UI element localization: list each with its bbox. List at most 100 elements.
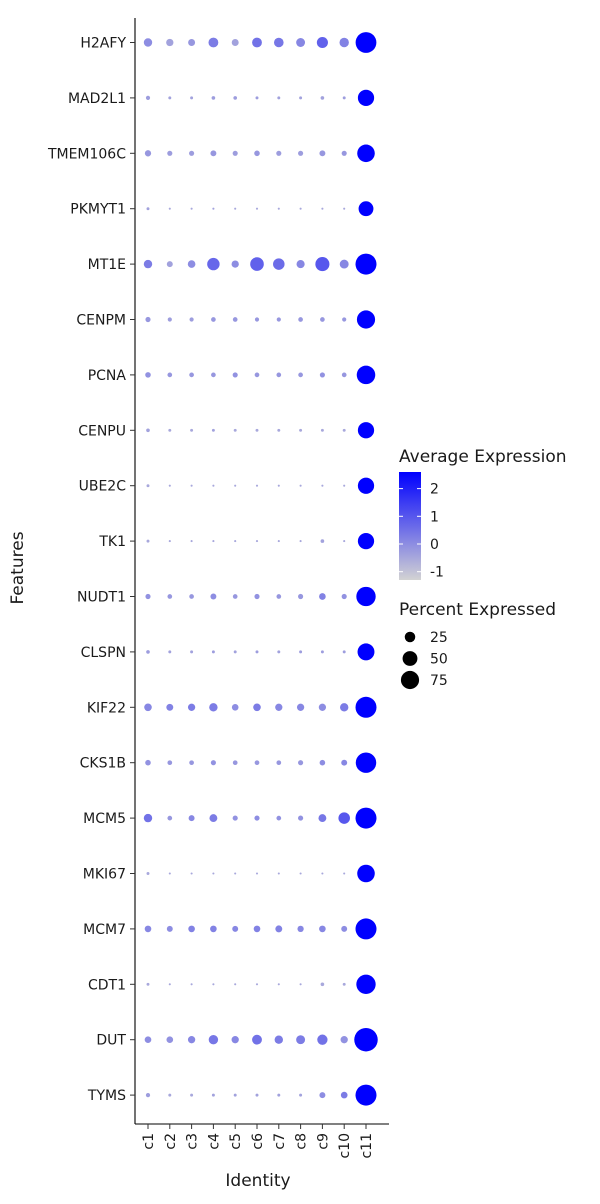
expression-dot (145, 759, 151, 766)
expression-dot (187, 1036, 196, 1044)
y-tick-label: MCM5 (83, 811, 126, 827)
expression-dot (341, 759, 348, 766)
expression-dot (231, 703, 239, 711)
expression-dot (358, 201, 374, 217)
expression-dot (255, 872, 259, 875)
expression-dot (233, 1093, 237, 1097)
size-legend-label: 25 (430, 630, 448, 646)
expression-dot (316, 36, 328, 49)
expression-dot (254, 317, 260, 322)
expression-dot (320, 317, 325, 322)
size-legend-dot (402, 651, 418, 666)
size-legend-label: 50 (430, 652, 448, 668)
expression-dot (276, 150, 282, 156)
x-tick-label: c7 (272, 1133, 288, 1150)
expression-dot (145, 1093, 151, 1098)
expression-dot (339, 259, 349, 269)
expression-dot (255, 650, 259, 654)
expression-dot (254, 760, 260, 766)
expression-dot (355, 1084, 377, 1106)
expression-dot (299, 1093, 303, 1097)
expression-dot (298, 150, 304, 156)
expression-dot (233, 96, 238, 100)
expression-dot (343, 484, 346, 487)
expression-dot (254, 815, 260, 821)
expression-dot (167, 594, 173, 599)
expression-dot (255, 207, 259, 210)
expression-dot (357, 864, 375, 883)
expression-dot (255, 428, 259, 432)
expression-dot (168, 428, 172, 432)
expression-dot (144, 703, 152, 712)
expression-dot (299, 983, 302, 986)
expression-dot (211, 96, 216, 100)
expression-dot (167, 150, 173, 156)
y-tick-label: PKMYT1 (70, 202, 126, 218)
expression-dot (146, 484, 150, 488)
x-tick-label: c9 (315, 1133, 331, 1150)
expression-dot (341, 372, 347, 378)
expression-dot (189, 150, 195, 156)
expression-dot (298, 317, 303, 322)
expression-dot (357, 643, 375, 661)
expression-dot (146, 428, 150, 433)
expression-dot (277, 484, 280, 487)
y-tick-label: CLSPN (81, 645, 126, 661)
expression-dot (341, 593, 347, 600)
color-legend-tick-label: 0 (430, 537, 439, 553)
expression-dot (299, 428, 303, 432)
expression-dot (319, 593, 326, 600)
expression-dot (212, 207, 215, 210)
expression-dot (143, 259, 153, 269)
y-tick-label: MKI67 (83, 867, 126, 883)
color-legend-title: Average Expression (399, 447, 567, 467)
expression-dot (190, 96, 194, 100)
expression-dot (254, 150, 260, 157)
expression-dot (212, 983, 215, 986)
expression-dot (231, 1036, 239, 1044)
expression-dot (252, 1034, 262, 1045)
x-tick-label: c1 (141, 1133, 157, 1150)
expression-dot (168, 872, 171, 875)
legend-group: Average Expression 2 1 0 -1 Percent Express… (399, 447, 567, 690)
color-legend-bar (399, 472, 421, 580)
expression-dot (166, 261, 173, 268)
expression-dot (315, 257, 330, 272)
expression-dot (298, 372, 303, 378)
x-tick-label: c11 (359, 1133, 375, 1159)
expression-dot (211, 317, 216, 322)
expression-dot (166, 1036, 174, 1044)
expression-dot (276, 815, 282, 821)
expression-dot (211, 1093, 215, 1097)
expression-dot (166, 925, 173, 932)
expression-dot (342, 317, 347, 322)
expression-dot (298, 815, 304, 821)
expression-dot (210, 760, 216, 766)
expression-dot (342, 96, 346, 100)
y-tick-label: H2AFY (80, 36, 126, 52)
expression-dot (254, 593, 260, 600)
expression-dot (296, 38, 306, 47)
expression-dot (299, 484, 302, 487)
expression-dot (277, 207, 280, 210)
expression-dot (254, 372, 260, 378)
expression-dot (166, 703, 174, 711)
expression-dot (210, 593, 217, 600)
expression-dot (339, 37, 349, 48)
expression-dot (357, 89, 375, 107)
expression-dot (273, 258, 285, 270)
expression-dot (297, 925, 304, 933)
x-tick-label: c6 (250, 1133, 266, 1150)
expression-dot (189, 372, 194, 378)
expression-dot (355, 918, 377, 940)
expression-dot (277, 540, 280, 543)
expression-dot (277, 96, 281, 100)
expression-dot (276, 372, 282, 378)
expression-dot (343, 540, 346, 543)
expression-dot (299, 207, 302, 210)
expression-dot (252, 37, 262, 48)
expression-dot (296, 703, 305, 711)
expression-dot (355, 752, 377, 773)
y-tick-label: TMEM106C (47, 146, 126, 162)
expression-dot (211, 428, 215, 432)
